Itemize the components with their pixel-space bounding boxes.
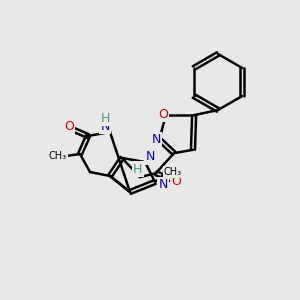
- Text: H: H: [100, 112, 110, 124]
- Text: N: N: [145, 151, 155, 164]
- Text: O: O: [64, 119, 74, 133]
- Text: CH₃: CH₃: [164, 167, 182, 177]
- Text: N: N: [158, 178, 168, 191]
- Text: N: N: [100, 119, 110, 133]
- Text: CH₃: CH₃: [49, 151, 67, 161]
- Text: H: H: [133, 163, 142, 176]
- Text: O: O: [158, 108, 168, 121]
- Text: N: N: [152, 133, 161, 146]
- Text: O: O: [171, 175, 181, 188]
